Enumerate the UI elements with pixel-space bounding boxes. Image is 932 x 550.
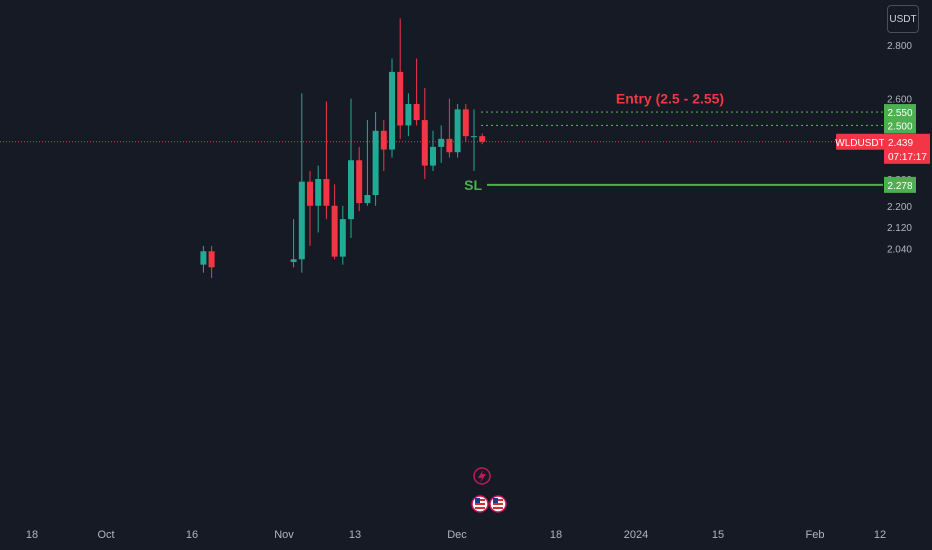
candle-body (315, 178, 322, 206)
candle-body (372, 130, 379, 196)
candle-body (339, 219, 346, 257)
candle-body (397, 71, 404, 126)
x-tick-label: 2024 (624, 529, 648, 541)
candle-body (430, 146, 436, 166)
candle-body (438, 138, 445, 147)
level-name-label: SL (464, 177, 482, 193)
x-tick-label: Oct (97, 529, 114, 541)
flag-stripe (493, 503, 503, 505)
flag-stripe (475, 507, 485, 509)
current-price-value: 2.439 (888, 138, 913, 149)
candle-body (356, 160, 363, 204)
price-level-tag (884, 117, 916, 134)
us-flag-event-icon[interactable] (471, 495, 489, 513)
flag-canton (475, 498, 480, 503)
candle-body (208, 251, 215, 268)
lightning-icon[interactable] (473, 467, 491, 485)
x-tick-label: 15 (712, 529, 724, 541)
flag-canton (493, 498, 498, 503)
candle-body (298, 181, 305, 260)
flag-stripe (493, 507, 503, 509)
annotations-layer: Tp2Tp1SLEntry (2.5 - 2.55) (464, 91, 724, 193)
candle-body (471, 136, 477, 138)
candle-body (389, 71, 395, 150)
candle-body (421, 120, 428, 166)
candle-body (380, 130, 387, 150)
flag-stripe (475, 503, 485, 505)
y-tick-label: 2.800 (887, 41, 912, 52)
price-axis[interactable]: 2.0402.1202.2002.3002.6002.8003.2003.000… (835, 0, 930, 256)
current-price-tag (884, 133, 930, 164)
x-tick-label: Nov (274, 529, 294, 541)
y-tick-label: 2.200 (887, 202, 912, 213)
currency-button[interactable]: USDT (887, 5, 919, 33)
price-level-tag (884, 176, 916, 193)
x-tick-label: 16 (186, 529, 198, 541)
candle-body (331, 205, 338, 257)
y-tick-label: 2.600 (887, 95, 912, 106)
candle-body (307, 181, 313, 206)
entry-label: Entry (2.5 - 2.55) (616, 91, 724, 107)
candle-body (323, 178, 330, 206)
x-tick-label: 18 (550, 529, 562, 541)
candles-layer (200, 18, 486, 279)
candle-body (413, 104, 420, 121)
candle-body (200, 251, 207, 265)
x-tick-label: Feb (806, 529, 825, 541)
symbol-name: WLDUSDT (835, 138, 884, 149)
candle-body (479, 136, 486, 142)
time-axis[interactable]: 18 Oct 16 Nov 13 Dec 18 2024 15 Feb 12 (26, 529, 886, 541)
y-tick-label: 2.040 (887, 245, 912, 256)
candle-body (290, 259, 297, 262)
candle-body (364, 195, 371, 204)
y-tick-label: 2.120 (887, 223, 912, 234)
candle-body (405, 104, 412, 126)
price-level-value: 2.278 (887, 181, 912, 192)
candle-body (454, 109, 461, 153)
price-level-value: 2.550 (887, 108, 912, 119)
price-level-tag (884, 104, 916, 121)
levels-layer (0, 111, 884, 186)
x-tick-label: 18 (26, 529, 38, 541)
us-flag-event-icon[interactable] (489, 495, 507, 513)
symbol-tag (836, 133, 884, 150)
bar-countdown: 07:17:17 (888, 152, 927, 163)
price-level-value: 2.500 (887, 121, 912, 132)
candle-body (462, 109, 469, 137)
x-tick-label: 12 (874, 529, 886, 541)
candle-body (348, 160, 354, 220)
event-icons[interactable] (471, 467, 507, 513)
x-tick-label: 13 (349, 529, 361, 541)
candle-body (446, 138, 453, 153)
x-tick-label: Dec (447, 529, 467, 541)
lightning-icon-bolt (478, 470, 486, 483)
